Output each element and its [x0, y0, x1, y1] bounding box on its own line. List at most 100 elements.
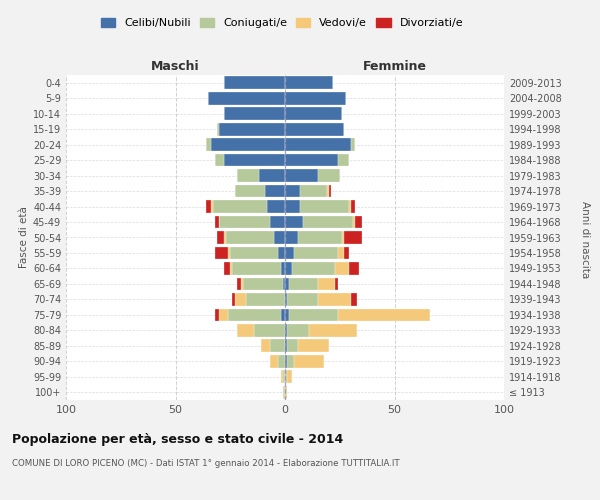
Bar [285, 231, 298, 244]
Bar [287, 340, 298, 352]
Bar [232, 262, 281, 275]
Bar [335, 278, 338, 290]
Bar [224, 108, 285, 120]
Bar [285, 184, 301, 198]
Bar [274, 231, 285, 244]
Bar [213, 200, 268, 213]
Bar [287, 355, 294, 368]
Bar [318, 278, 335, 290]
Bar [302, 216, 353, 228]
Bar [344, 231, 362, 244]
Bar [261, 340, 269, 352]
Bar [259, 169, 285, 182]
Bar [285, 76, 333, 89]
Bar [220, 216, 269, 228]
Y-axis label: Fasce di età: Fasce di età [19, 206, 29, 268]
Text: Anni di nascita: Anni di nascita [580, 202, 590, 278]
Bar [224, 154, 285, 166]
Bar [206, 138, 211, 151]
Bar [329, 184, 331, 198]
Bar [285, 154, 338, 166]
Bar [318, 293, 351, 306]
Bar [349, 262, 359, 275]
Bar [217, 123, 220, 136]
Bar [226, 231, 274, 244]
Bar [281, 308, 285, 321]
Text: COMUNE DI LORO PICENO (MC) - Dati ISTAT 1° gennaio 2014 - Elaborazione TUTTITALI: COMUNE DI LORO PICENO (MC) - Dati ISTAT … [12, 459, 400, 468]
Legend: Celibi/Nubili, Coniugati/e, Vedovi/e, Divorziati/e: Celibi/Nubili, Coniugati/e, Vedovi/e, Di… [97, 13, 467, 32]
Bar [351, 200, 355, 213]
Bar [232, 293, 235, 306]
Bar [335, 262, 349, 275]
Bar [283, 386, 285, 398]
Bar [285, 386, 287, 398]
Bar [278, 246, 285, 260]
Bar [298, 231, 342, 244]
Bar [301, 184, 326, 198]
Bar [287, 324, 309, 336]
Bar [278, 355, 285, 368]
Bar [215, 216, 220, 228]
Bar [285, 108, 342, 120]
Bar [292, 262, 335, 275]
Bar [342, 231, 344, 244]
Bar [217, 231, 224, 244]
Bar [269, 355, 278, 368]
Bar [228, 308, 281, 321]
Bar [285, 370, 287, 383]
Bar [287, 370, 292, 383]
Bar [220, 123, 285, 136]
Bar [254, 324, 285, 336]
Bar [245, 293, 285, 306]
Bar [268, 200, 285, 213]
Bar [289, 308, 338, 321]
Bar [285, 200, 301, 213]
Bar [289, 278, 318, 290]
Bar [211, 138, 285, 151]
Bar [351, 138, 355, 151]
Bar [355, 216, 362, 228]
Bar [281, 262, 285, 275]
Bar [281, 370, 283, 383]
Bar [285, 340, 287, 352]
Bar [285, 293, 287, 306]
Bar [285, 246, 294, 260]
Bar [228, 246, 230, 260]
Bar [237, 278, 241, 290]
Bar [220, 308, 228, 321]
Bar [208, 92, 285, 104]
Bar [351, 293, 357, 306]
Bar [338, 154, 349, 166]
Bar [283, 278, 285, 290]
Bar [224, 262, 230, 275]
Bar [287, 293, 318, 306]
Bar [285, 308, 289, 321]
Bar [338, 308, 430, 321]
Bar [230, 262, 232, 275]
Bar [224, 231, 226, 244]
Bar [326, 184, 329, 198]
Bar [241, 278, 244, 290]
Bar [353, 216, 355, 228]
Bar [318, 169, 340, 182]
Bar [285, 216, 302, 228]
Bar [235, 184, 265, 198]
Bar [224, 76, 285, 89]
Bar [285, 92, 346, 104]
Bar [265, 184, 285, 198]
Bar [230, 246, 278, 260]
Bar [294, 246, 338, 260]
Bar [215, 154, 224, 166]
Bar [237, 169, 259, 182]
Bar [206, 200, 211, 213]
Bar [349, 200, 350, 213]
Bar [285, 324, 287, 336]
Text: Maschi: Maschi [151, 60, 200, 72]
Bar [285, 123, 344, 136]
Bar [237, 324, 254, 336]
Bar [309, 324, 357, 336]
Bar [285, 138, 351, 151]
Text: Popolazione per età, sesso e stato civile - 2014: Popolazione per età, sesso e stato civil… [12, 432, 343, 446]
Bar [285, 355, 287, 368]
Bar [215, 246, 228, 260]
